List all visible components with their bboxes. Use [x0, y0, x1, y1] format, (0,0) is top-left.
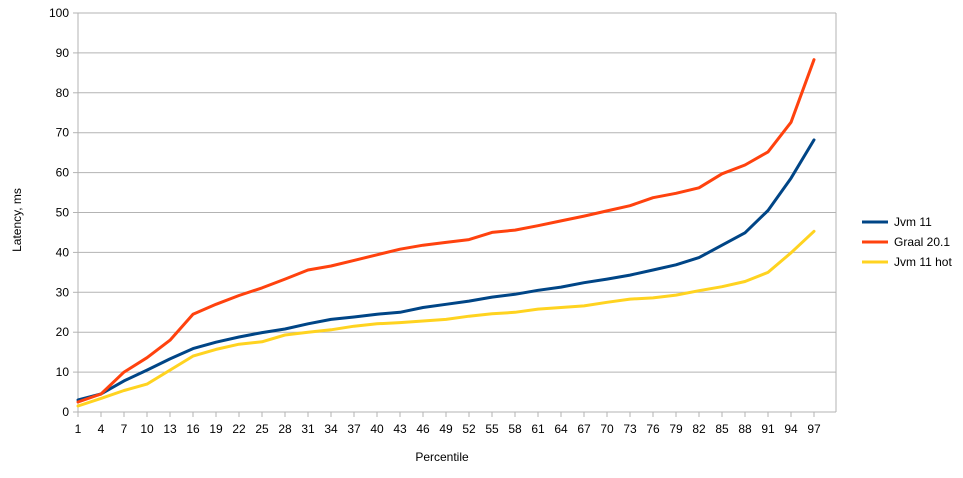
legend-label: Graal 20.1	[894, 235, 950, 249]
x-tick-label: 46	[416, 422, 430, 436]
axes	[73, 12, 837, 417]
x-tick-label: 40	[370, 422, 384, 436]
x-tick-label: 61	[531, 422, 545, 436]
y-tick-label: 40	[56, 245, 70, 259]
series-line	[76, 229, 816, 408]
gridlines	[78, 12, 836, 373]
x-tick-label: 25	[255, 422, 269, 436]
x-tick-label: 76	[646, 422, 660, 436]
x-tick-label: 10	[140, 422, 154, 436]
x-tick-label: 82	[692, 422, 706, 436]
x-tick-label: 7	[121, 422, 128, 436]
x-tick-label: 22	[232, 422, 246, 436]
x-tick-label: 88	[738, 422, 752, 436]
y-tick-label: 20	[56, 325, 70, 339]
x-tick-label: 94	[784, 422, 798, 436]
legend-label: Jvm 11	[894, 215, 932, 229]
series-line	[76, 58, 816, 404]
x-tick-label: 85	[715, 422, 729, 436]
x-tick-label: 37	[347, 422, 361, 436]
y-tick-label: 50	[56, 206, 70, 220]
x-tick-label: 1	[75, 422, 82, 436]
x-tick-label: 49	[439, 422, 453, 436]
x-tick-label: 97	[807, 422, 821, 436]
x-tick-label: 79	[669, 422, 683, 436]
y-axis-title: Latency, ms	[10, 188, 24, 252]
y-tick-label: 10	[56, 365, 70, 379]
y-tick-label: 0	[62, 405, 69, 419]
x-tick-label: 67	[577, 422, 591, 436]
x-axis-title: Percentile	[415, 450, 469, 464]
legend: Jvm 11 Graal 20.1 Jvm 11 hot	[862, 215, 952, 269]
x-tick-label: 58	[508, 422, 522, 436]
x-tick-label: 52	[462, 422, 476, 436]
x-tick-label: 55	[485, 422, 499, 436]
legend-label: Jvm 11 hot	[894, 255, 952, 269]
x-tick-label: 28	[278, 422, 292, 436]
x-tick-label: 64	[554, 422, 568, 436]
x-tick-label: 91	[761, 422, 775, 436]
y-tick-label: 80	[56, 86, 70, 100]
series-lines	[76, 58, 816, 408]
x-tick-labels: 1 4 7 10 13 16 19 22 25 28 31 34 37 40 43 46 49 52 55 58 61 6…	[75, 422, 821, 436]
y-tick-label: 70	[56, 126, 70, 140]
x-tick-label: 70	[600, 422, 614, 436]
y-tick-label: 60	[56, 166, 70, 180]
y-tick-label: 90	[56, 46, 70, 60]
x-tick-label: 16	[186, 422, 200, 436]
x-tick-label: 34	[324, 422, 338, 436]
x-tick-label: 13	[163, 422, 177, 436]
y-tick-labels: 0 10 20 30 40 50 60 70 80 90 100	[49, 6, 69, 419]
y-tick-label: 30	[56, 285, 70, 299]
series-line	[76, 138, 816, 402]
x-tick-label: 43	[393, 422, 407, 436]
x-tick-label: 19	[209, 422, 223, 436]
x-tick-label: 4	[98, 422, 105, 436]
x-tick-label: 73	[623, 422, 637, 436]
x-tick-label: 31	[301, 422, 315, 436]
y-tick-label: 100	[49, 6, 69, 20]
